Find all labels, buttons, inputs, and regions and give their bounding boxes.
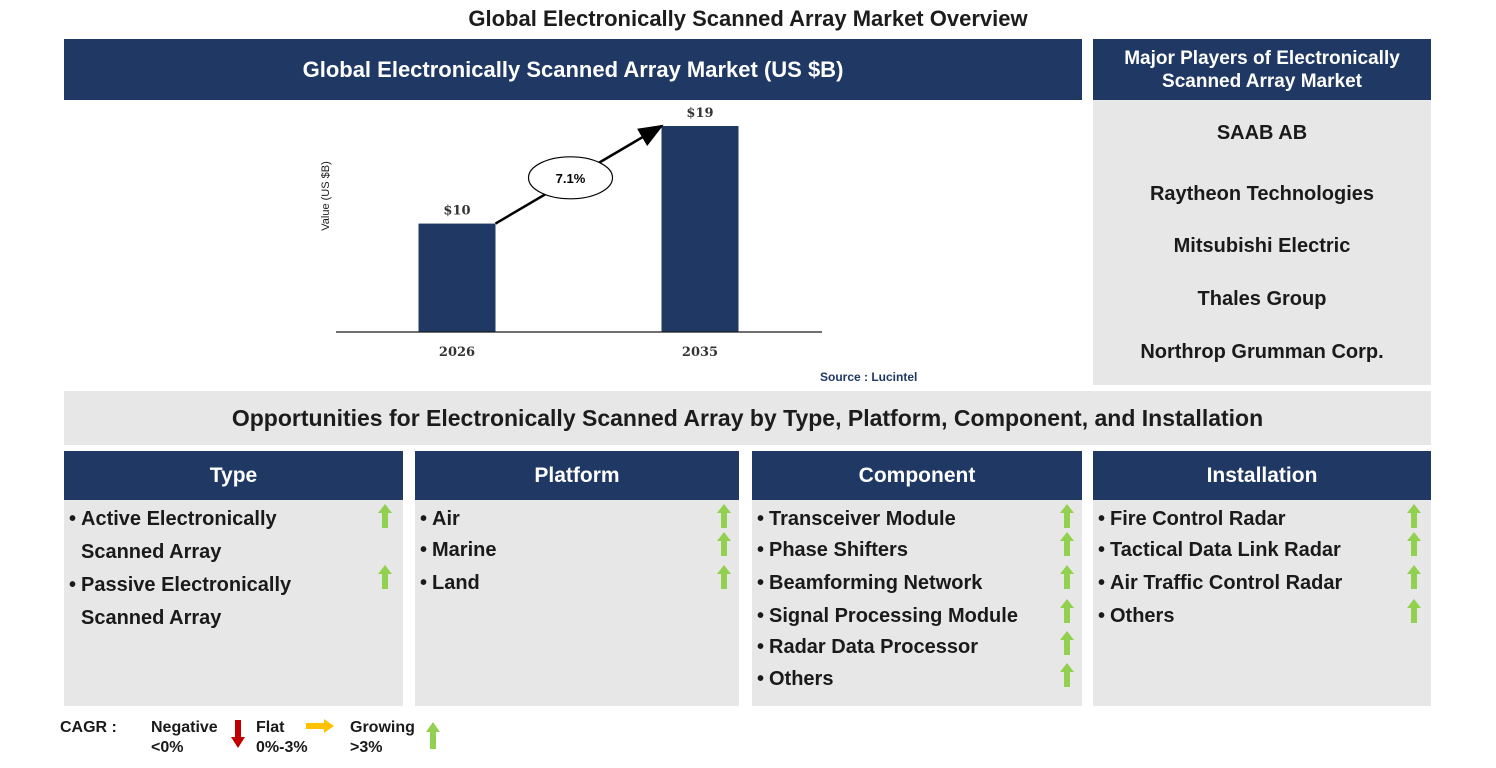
x-tick-label: 2026 bbox=[439, 345, 475, 360]
flat-arrow-icon bbox=[306, 719, 334, 733]
growing-arrow-icon bbox=[378, 565, 392, 589]
source-note: Source : Lucintel bbox=[820, 370, 918, 384]
list-item: • Beamforming Network bbox=[757, 572, 983, 594]
list-item: • Tactical Data Link Radar bbox=[1098, 539, 1341, 561]
x-tick-label: 2035 bbox=[682, 345, 718, 360]
chart-header: Global Electronically Scanned Array Mark… bbox=[64, 39, 1082, 100]
growing-arrow-icon bbox=[717, 532, 731, 556]
list-item: • Signal Processing Module bbox=[757, 605, 1018, 627]
bar-2035 bbox=[661, 126, 739, 332]
list-item: • Others bbox=[1098, 605, 1175, 627]
page-title: Global Electronically Scanned Array Mark… bbox=[468, 6, 1028, 31]
opportunities-header: Opportunities for Electronically Scanned… bbox=[64, 391, 1431, 445]
legend-flat: Flat 0%-3% bbox=[256, 719, 308, 756]
growing-arrow-icon bbox=[1407, 532, 1421, 556]
cagr-label: 7.1% bbox=[556, 171, 586, 186]
growing-arrow-icon bbox=[1407, 599, 1421, 623]
data-label: $19 bbox=[686, 106, 713, 121]
component-header: Component bbox=[752, 451, 1082, 500]
y-axis-label: Value (US $B) bbox=[320, 161, 332, 231]
list-item: • Radar Data Processor bbox=[757, 636, 978, 658]
installation-panel: • Fire Control Radar • Tactical Data Link … bbox=[1093, 500, 1431, 706]
player-item: Thales Group bbox=[1197, 288, 1327, 310]
legend-label: CAGR : bbox=[60, 719, 117, 736]
type-header: Type bbox=[64, 451, 403, 500]
growing-arrow-icon bbox=[1060, 663, 1074, 687]
list-item: • Fire Control Radar bbox=[1098, 508, 1286, 530]
legend-growing: Growing >3% bbox=[350, 719, 415, 756]
bar-chart: Value (US $B) $10 2026 $19 2035 7.1% bbox=[320, 106, 822, 360]
player-item: Mitsubishi Electric bbox=[1173, 235, 1351, 257]
player-item: SAAB AB bbox=[1216, 122, 1308, 144]
type-panel: • Active Electronically Scanned Array • Pa… bbox=[64, 500, 403, 706]
list-item: • Marine bbox=[420, 539, 497, 561]
growing-arrow-icon bbox=[1060, 532, 1074, 556]
growing-arrow-icon bbox=[717, 504, 731, 528]
list-item: • Phase Shifters bbox=[757, 539, 908, 561]
platform-panel: • Air • Marine • Land bbox=[415, 500, 739, 706]
growing-arrow-icon bbox=[1060, 631, 1074, 655]
growing-arrow-icon bbox=[1407, 565, 1421, 589]
list-item: • Active Electronically Scanned Array bbox=[69, 508, 277, 563]
growing-arrow-icon bbox=[1060, 565, 1074, 589]
list-item: • Others bbox=[757, 668, 834, 690]
cagr-ellipse bbox=[527, 156, 614, 200]
players-panel: SAAB AB Raytheon Technologies Mitsubishi… bbox=[1093, 100, 1431, 385]
data-label: $10 bbox=[443, 204, 470, 219]
list-item: • Air Traffic Control Radar bbox=[1098, 572, 1343, 594]
list-item: • Air bbox=[420, 508, 460, 530]
list-item: • Transceiver Module bbox=[757, 508, 956, 530]
growing-arrow-icon bbox=[1060, 504, 1074, 528]
negative-arrow-icon bbox=[231, 720, 245, 748]
growing-arrow-icon bbox=[1407, 504, 1421, 528]
installation-header: Installation bbox=[1093, 451, 1431, 500]
list-item: • Passive Electronically Scanned Array bbox=[69, 574, 292, 629]
legend-negative: Negative <0% bbox=[151, 719, 218, 756]
player-item: Raytheon Technologies bbox=[1149, 183, 1375, 205]
growing-arrow-icon bbox=[717, 565, 731, 589]
component-panel: • Transceiver Module • Phase Shifters • Bea… bbox=[752, 500, 1082, 706]
growing-arrow-icon bbox=[426, 722, 440, 749]
bar-2026 bbox=[418, 223, 496, 332]
growing-arrow-icon bbox=[1060, 599, 1074, 623]
growing-arrow-icon bbox=[378, 504, 392, 528]
player-item: Northrop Grumman Corp. bbox=[1140, 341, 1384, 363]
platform-header: Platform bbox=[415, 451, 739, 500]
players-header: Major Players of Electronically Scanned … bbox=[1093, 39, 1431, 100]
list-item: • Land bbox=[420, 572, 480, 594]
